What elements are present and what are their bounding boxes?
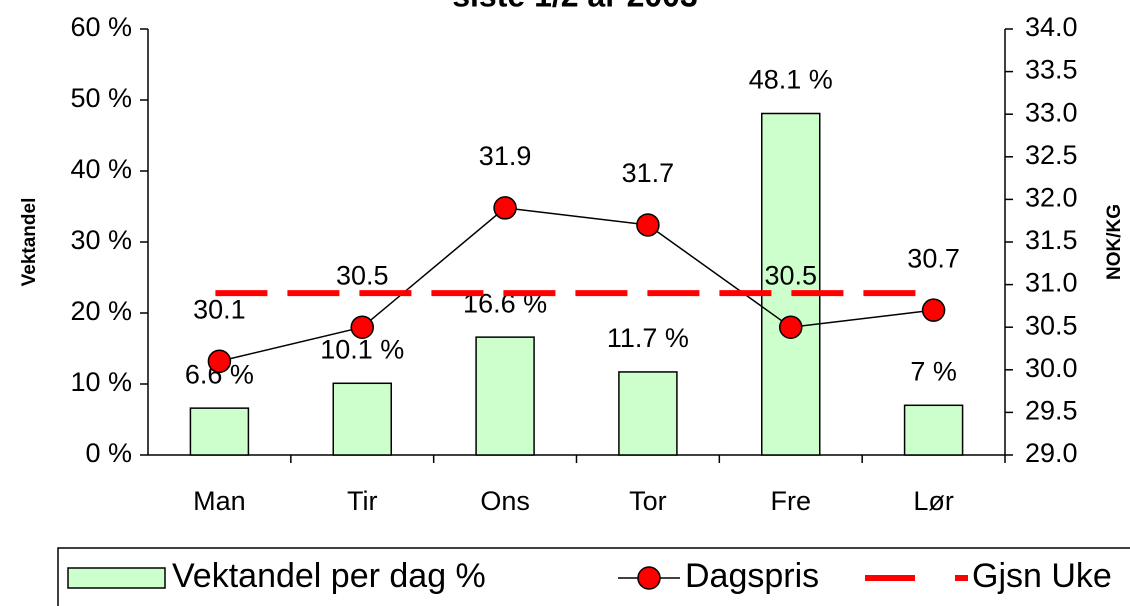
legend-swatch	[67, 567, 166, 589]
y-tick-label: 20 %	[70, 296, 132, 326]
y2-tick-label: 31.0	[1025, 268, 1078, 298]
x-tick-label: Tir	[347, 486, 377, 516]
legend-swatch-marker	[637, 566, 661, 590]
bar	[332, 382, 392, 456]
price-marker	[921, 298, 946, 322]
bar-value-label: 48.1 %	[749, 65, 833, 95]
y2-tick-label: 33.0	[1025, 97, 1078, 127]
price-line	[219, 207, 934, 363]
price-value-label: 30.1	[193, 294, 246, 324]
bar	[761, 112, 821, 456]
price-marker	[350, 315, 374, 339]
chart-title: siste 1/2 år 2003	[452, 0, 698, 13]
x-tick-label: Lør	[913, 486, 954, 516]
legend-box	[57, 547, 1130, 606]
y2-tick-label: 34.0	[1025, 12, 1078, 42]
y2-tick-label: 32.5	[1025, 140, 1078, 170]
bar	[903, 404, 964, 456]
y2-tick-label: 30.0	[1025, 353, 1078, 383]
legend-label: Gjsn Uke	[972, 557, 1112, 595]
bar-value-label: 11.7 %	[607, 323, 689, 353]
bar	[475, 336, 535, 456]
x-tick-label: Fre	[771, 486, 812, 516]
price-value-label: 31.7	[622, 158, 675, 188]
y2-tick-label: 29.5	[1025, 396, 1078, 426]
price-value-label: 30.7	[907, 243, 960, 273]
price-marker	[636, 213, 660, 237]
y2-tick-label: 33.5	[1025, 55, 1078, 85]
price-marker	[493, 196, 517, 220]
y2-tick-label: 30.5	[1025, 310, 1078, 340]
y2-axis-label: NOK/KG	[1104, 204, 1125, 280]
price-marker	[779, 315, 803, 339]
price-value-label: 30.5	[764, 260, 817, 290]
price-value-label: 30.5	[336, 260, 389, 290]
bar	[189, 407, 250, 456]
legend-label: Dagspris	[685, 557, 819, 595]
price-value-label: 31.9	[479, 141, 532, 171]
legend-label: Vektandel per dag %	[172, 557, 486, 595]
y-axis-label: Vektandel	[19, 198, 40, 287]
y-tick-label: 60 %	[70, 12, 132, 42]
y2-tick-label: 32.0	[1025, 183, 1078, 213]
x-tick-label: Man	[193, 486, 246, 516]
x-tick-label: Tor	[629, 486, 667, 516]
bar	[618, 371, 678, 456]
bar-value-label: 7 %	[910, 356, 957, 386]
y-tick-label: 10 %	[70, 367, 132, 397]
y-tick-label: 30 %	[70, 225, 132, 255]
bar-value-label: 10.1 %	[320, 334, 404, 364]
price-marker	[207, 349, 232, 374]
y-tick-label: 40 %	[70, 154, 132, 184]
y-tick-label: 50 %	[70, 83, 132, 113]
x-tick-label: Ons	[480, 486, 530, 516]
y2-tick-label: 31.5	[1025, 225, 1078, 255]
y-tick-label: 0 %	[85, 438, 132, 468]
y2-tick-label: 29.0	[1025, 438, 1078, 468]
